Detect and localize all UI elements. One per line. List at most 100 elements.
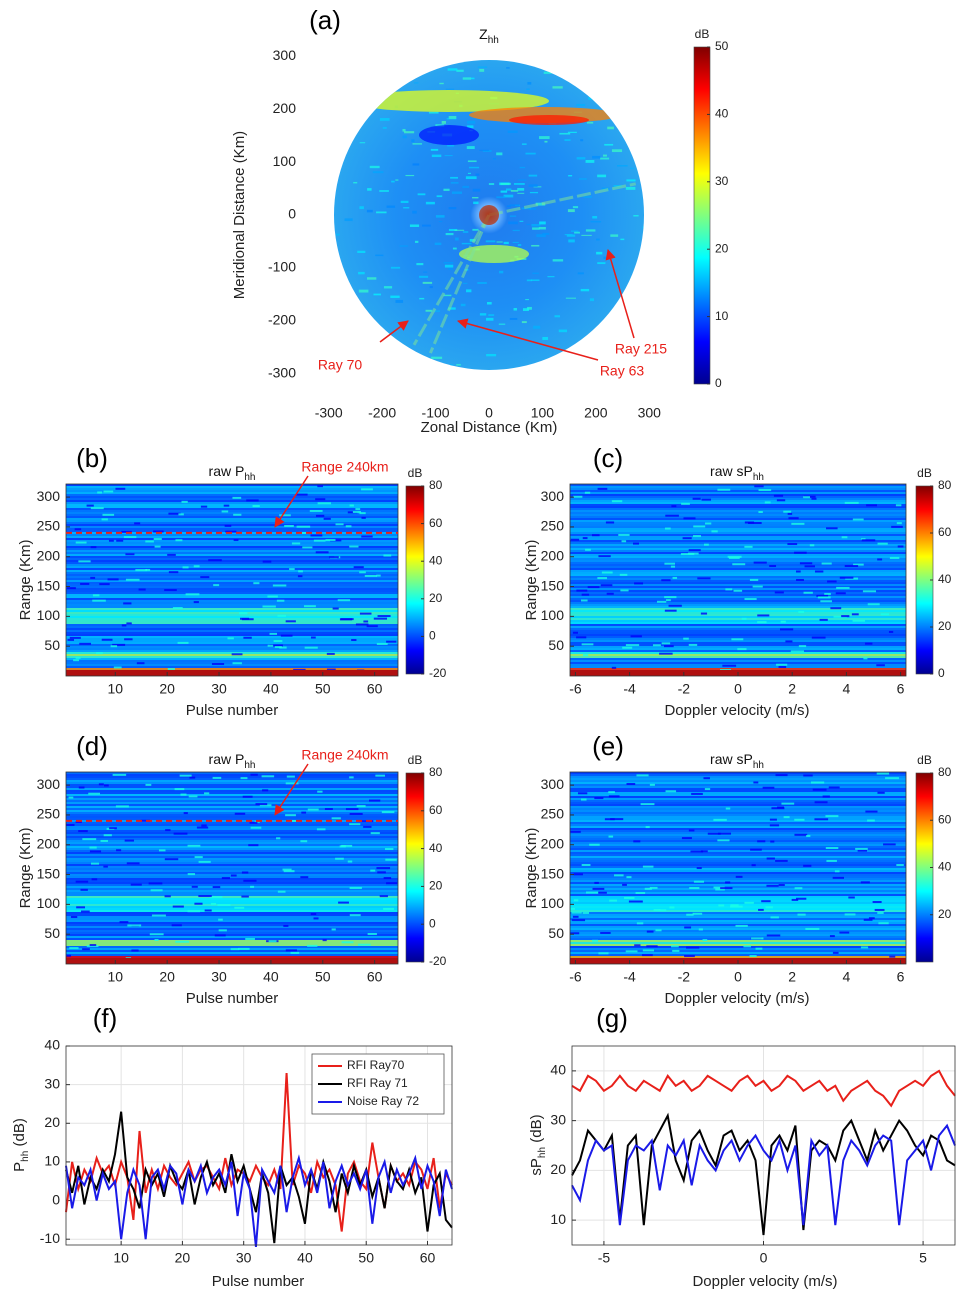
title-main: raw P [209,463,245,479]
heatmap-row [570,884,906,886]
x-axis-title: Pulse number [186,990,279,1007]
heatmap-speckle [598,555,611,558]
heatmap-speckle [180,793,187,796]
heatmap-speckle [570,830,581,833]
heatmap-speckle [852,619,866,622]
heatmap-speckle [852,518,864,521]
heatmap-speckle [316,828,326,831]
radar-speckle [592,155,601,159]
heatmap-speckle [90,576,96,579]
heatmap-row [66,584,398,586]
radar-speckle [467,160,477,163]
heatmap-speckle [253,582,260,585]
heatmap-speckle [625,644,640,647]
heatmap-speckle [262,560,272,563]
radar-speckle [471,77,475,80]
heatmap-row [570,532,906,534]
heatmap-speckle [125,553,135,556]
heatmap-row [66,882,398,884]
heatmap-speckle [570,907,576,910]
heatmap-speckle [359,571,366,574]
heatmap-speckle [835,592,846,595]
heatmap-speckle [123,536,137,539]
heatmap-row [66,862,398,864]
heatmap-speckle [769,818,777,821]
heatmap-row [570,840,906,842]
heatmap-row [66,564,398,566]
heatmap-speckle [825,847,839,850]
heatmap-speckle [303,605,316,608]
radar-speckle [603,256,610,259]
heatmap-row [66,786,398,788]
colorbar-tick-label: 0 [429,916,436,930]
heatmap-row [66,614,398,616]
heatmap-speckle [90,546,97,549]
y-tick-label: 100 [541,607,565,623]
heatmap-row [66,898,398,900]
radar-speckle [585,229,596,232]
heatmap-row [66,954,398,956]
heatmap-speckle [804,565,815,568]
heatmap-speckle [116,849,122,852]
heatmap-row [570,892,906,894]
radar-speckle [486,302,492,305]
legend-label: RFI Ray70 [347,1058,405,1072]
heatmap-row [66,798,398,800]
annotation-arrow [456,318,599,361]
heatmap-speckle [363,620,369,623]
heatmap-row [570,598,906,600]
heatmap-speckle [778,884,785,887]
radar-speckle [482,150,492,152]
radar-speckle [531,223,541,227]
heatmap-speckle [193,601,199,604]
heatmap-speckle [581,863,591,866]
heatmap-speckle [347,511,358,514]
heatmap-speckle [889,955,896,958]
heatmap-speckle [653,908,661,911]
heatmap-speckle [356,805,366,808]
x-tick-label: 60 [367,681,383,697]
heatmap-row [570,586,906,588]
heatmap-speckle [682,537,692,540]
heatmap-row [66,802,398,804]
heatmap-row [570,592,906,594]
heatmap-row [66,640,398,642]
y-tick-label: 150 [541,865,565,881]
radar-speckle [610,234,619,237]
heatmap-speckle [770,840,775,843]
heatmap-speckle [138,588,146,591]
heatmap-speckle [103,784,109,787]
heatmap-speckle [204,909,212,912]
heatmap-speckle [791,898,799,901]
heatmap-row [66,800,398,802]
heatmap-speckle [794,818,805,821]
heatmap-row [570,900,906,902]
heatmap-speckle [232,662,242,665]
heatmap-row [66,540,398,542]
heatmap-row [66,944,398,946]
heatmap-speckle [164,895,171,898]
heatmap-speckle [766,857,775,860]
title-main: raw P [209,751,245,767]
heatmap-speckle [290,951,300,954]
y-tick-label: 40 [44,1037,60,1053]
heatmap-row [570,562,906,564]
radar-speckle [472,188,481,192]
heatmap-speckle [880,613,890,616]
heatmap-speckle [231,653,243,656]
heatmap-speckle [123,602,132,605]
radar-speckle [492,157,497,160]
heatmap-speckle [187,873,196,876]
heatmap-row [66,582,398,584]
heatmap-speckle [329,556,339,559]
radar-speckle [411,139,415,143]
heatmap-speckle [386,882,398,885]
x-tick-label: 6 [897,969,905,985]
heatmap-row [66,838,398,840]
heatmap-row [66,804,398,806]
radar-speckle [431,154,442,158]
heatmap-speckle [151,914,166,917]
panel-label: (g) [596,1003,628,1033]
heatmap-speckle [855,847,868,850]
radar-speckle [616,165,628,167]
